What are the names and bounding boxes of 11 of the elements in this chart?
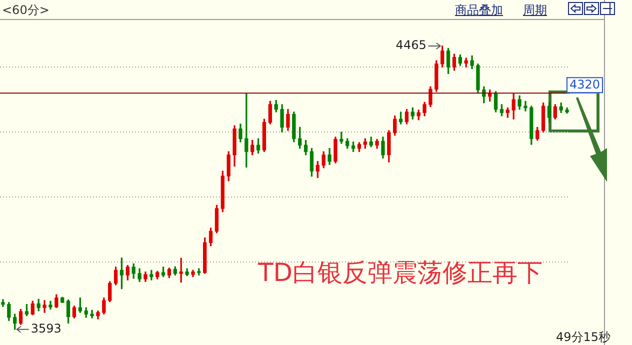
- annotation: 4465: [396, 38, 426, 52]
- text: <60分>: [2, 2, 50, 19]
- text: 周期: [523, 2, 547, 19]
- ref-line-label: 4320: [569, 77, 600, 92]
- annotation: 49分15秒: [556, 329, 611, 345]
- candlestick: [524, 100, 528, 112]
- candlestick: [42, 300, 46, 313]
- annotation: TD白银反弹震荡修正再下: [258, 257, 543, 289]
- candlestick: [90, 310, 94, 318]
- text: 商品叠加: [455, 2, 503, 19]
- annotation: 3593: [30, 322, 62, 336]
